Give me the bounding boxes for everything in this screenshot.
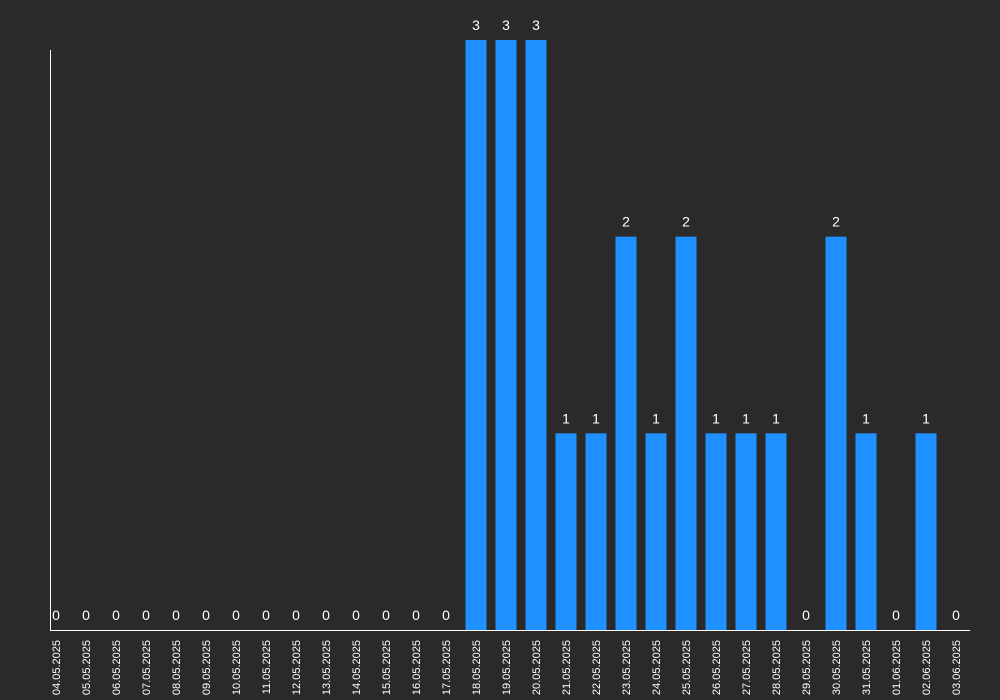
x-tick-label: 14.05.2025 <box>351 640 363 695</box>
x-tick-label: 20.05.2025 <box>531 640 543 695</box>
x-tick-label: 28.05.2025 <box>771 640 783 695</box>
bar-value-label: 0 <box>112 607 120 623</box>
x-tick-label: 24.05.2025 <box>651 640 663 695</box>
bar-value-label: 0 <box>202 607 210 623</box>
bar-value-label: 1 <box>562 410 570 426</box>
bar-value-label: 2 <box>622 214 630 230</box>
bar-value-label: 2 <box>682 214 690 230</box>
bar-value-label: 0 <box>322 607 330 623</box>
x-tick-label: 10.05.2025 <box>231 640 243 695</box>
bar-value-label: 0 <box>262 607 270 623</box>
bar-value-label: 0 <box>952 607 960 623</box>
bar-value-label: 0 <box>352 607 360 623</box>
bar <box>855 433 877 630</box>
bar <box>525 40 547 630</box>
bar <box>615 236 637 630</box>
bar-value-label: 0 <box>892 607 900 623</box>
x-tick-label: 07.05.2025 <box>141 640 153 695</box>
x-tick-labels-group: 04.05.2025 05.05.2025 06.05.2025 07.05.2025… <box>51 640 963 695</box>
bar <box>765 433 787 630</box>
x-tick-label: 11.05.2025 <box>261 640 273 694</box>
x-tick-label: 03.06.2025 <box>951 640 963 695</box>
x-tick-label: 27.05.2025 <box>741 640 753 695</box>
x-tick-label: 18.05.2025 <box>471 640 483 695</box>
bar-value-label: 0 <box>142 607 150 623</box>
bar-value-label: 1 <box>592 410 600 426</box>
bar-value-label: 0 <box>802 607 810 623</box>
x-tick-label: 15.05.2025 <box>381 640 393 695</box>
x-tick-label: 01.06.2025 <box>891 640 903 695</box>
x-tick-label: 02.06.2025 <box>921 640 933 695</box>
bar <box>735 433 757 630</box>
bar <box>465 40 487 630</box>
bar-value-label: 0 <box>172 607 180 623</box>
bar-value-label: 1 <box>652 410 660 426</box>
bar-value-label: 3 <box>502 17 510 33</box>
x-tick-label: 06.05.2025 <box>111 640 123 695</box>
bar-value-label: 0 <box>52 607 60 623</box>
bar <box>675 236 697 630</box>
bar-value-label: 3 <box>532 17 540 33</box>
x-tick-label: 22.05.2025 <box>591 640 603 695</box>
bar <box>915 433 937 630</box>
x-tick-label: 12.05.2025 <box>291 640 303 695</box>
x-tick-label: 21.05.2025 <box>561 640 573 695</box>
x-tick-label: 04.05.2025 <box>51 640 63 695</box>
x-tick-label: 09.05.2025 <box>201 640 213 695</box>
bar-value-label: 0 <box>82 607 90 623</box>
bar <box>645 433 667 630</box>
bar-value-label: 1 <box>862 410 870 426</box>
bar <box>705 433 727 630</box>
x-tick-label: 25.05.2025 <box>681 640 693 695</box>
x-tick-label: 29.05.2025 <box>801 640 813 695</box>
x-tick-label: 08.05.2025 <box>171 640 183 695</box>
x-tick-label: 30.05.2025 <box>831 640 843 695</box>
bar-value-label: 0 <box>412 607 420 623</box>
bar-value-label: 1 <box>742 410 750 426</box>
bar-value-label: 0 <box>232 607 240 623</box>
bar <box>555 433 577 630</box>
value-labels-group: 0 0 0 0 0 0 0 0 0 0 0 0 0 0 3 3 3 1 1 2 1 2 1 1 1 0 2 1 0 1 0 <box>52 17 960 623</box>
x-tick-label: 26.05.2025 <box>711 640 723 695</box>
bar-value-label: 1 <box>922 410 930 426</box>
x-tick-label: 23.05.2025 <box>621 640 633 695</box>
bar-value-label: 3 <box>472 17 480 33</box>
x-tick-label: 17.05.2025 <box>441 640 453 695</box>
bar <box>825 236 847 630</box>
x-tick-label: 13.05.2025 <box>321 640 333 695</box>
bars-group <box>465 40 937 630</box>
bar-value-label: 0 <box>382 607 390 623</box>
x-tick-label: 19.05.2025 <box>501 640 513 695</box>
x-tick-label: 05.05.2025 <box>81 640 93 695</box>
x-tick-label: 16.05.2025 <box>411 640 423 695</box>
bar-value-label: 0 <box>292 607 300 623</box>
bar <box>495 40 517 630</box>
bar <box>585 433 607 630</box>
bar-value-label: 2 <box>832 214 840 230</box>
bar-value-label: 0 <box>442 607 450 623</box>
x-tick-label: 31.05.2025 <box>861 640 873 695</box>
bar-value-label: 1 <box>712 410 720 426</box>
bar-value-label: 1 <box>772 410 780 426</box>
